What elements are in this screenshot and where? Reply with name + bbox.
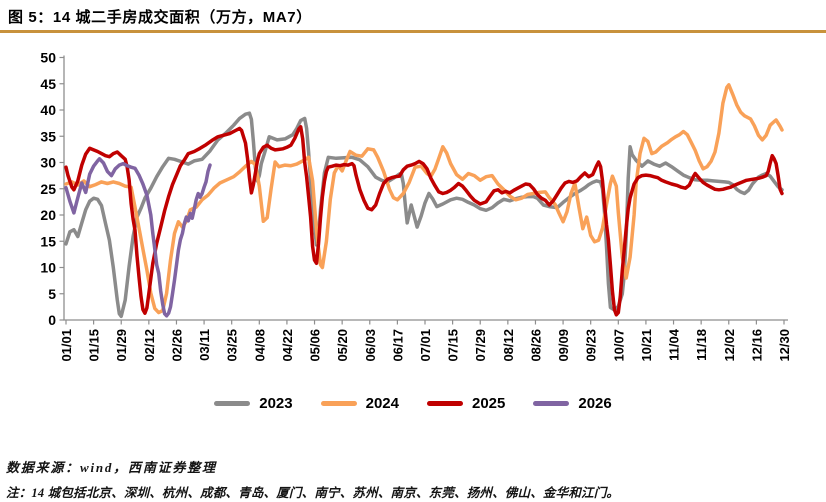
- legend-label: 2026: [578, 395, 612, 412]
- x-tick-label: 01/15: [87, 329, 102, 362]
- series-line-2025: [64, 125, 784, 317]
- x-tick-label: 01/01: [59, 329, 74, 362]
- x-tick-label: 09/23: [584, 329, 599, 362]
- legend-swatch-2023: [214, 401, 251, 406]
- legend-swatch-2025: [427, 401, 463, 406]
- y-tick-label: 5: [48, 286, 56, 302]
- x-tick-label: 06/03: [363, 329, 378, 362]
- x-tick-label: 03/25: [225, 329, 240, 362]
- data-source-note: 数据来源：wind，西南证券整理: [6, 460, 217, 475]
- chart-legend: 2023 2024 2025 2026: [0, 395, 826, 412]
- x-tick-label: 01/29: [114, 329, 129, 362]
- x-tick-label: 08/12: [501, 329, 516, 362]
- x-tick-label: 10/07: [611, 329, 626, 362]
- x-tick-label: 12/02: [722, 329, 737, 362]
- series-line-2026: [64, 157, 212, 318]
- legend-item-2026: 2026: [533, 395, 612, 412]
- y-tick-label: 25: [40, 181, 56, 197]
- legend-swatch-2026: [533, 401, 570, 406]
- x-tick-label: 04/08: [252, 329, 267, 362]
- line-chart: 0 5 10 15 20 25 30 35 40 45 50 01/01 01/15 01/29 02/12…: [40, 50, 792, 362]
- x-tick-label: 06/17: [390, 329, 405, 362]
- y-tick-label: 40: [40, 102, 56, 118]
- y-tick-label: 50: [40, 50, 56, 66]
- y-tick-label: 45: [40, 76, 56, 92]
- x-tick-label: 09/09: [556, 329, 571, 362]
- x-tick-label: 07/29: [473, 329, 488, 362]
- y-tick-label: 35: [40, 128, 56, 144]
- figure-title: 图 5：14 城二手房成交面积（万方，MA7）: [8, 9, 312, 26]
- series-line-2024: [64, 83, 784, 315]
- y-tick-label: 20: [40, 207, 56, 223]
- x-tick-label: 12/16: [749, 329, 764, 362]
- x-tick-label: 02/12: [142, 329, 157, 362]
- x-tick-label: 11/04: [667, 328, 682, 361]
- x-tick-label: 11/18: [694, 329, 709, 361]
- legend-swatch-2024: [320, 401, 357, 406]
- x-tick-label: 12/30: [777, 329, 792, 362]
- legend-item-2023: 2023: [214, 395, 293, 412]
- x-tick-label: 08/26: [528, 329, 543, 362]
- title-rule: [0, 30, 826, 33]
- series-line-2023: [64, 111, 784, 319]
- legend-label: 2024: [365, 395, 399, 412]
- x-tick-label: 05/06: [308, 329, 323, 362]
- legend-item-2024: 2024: [320, 395, 399, 412]
- y-tick-label: 15: [40, 233, 56, 249]
- x-tick-label: 05/20: [335, 329, 350, 362]
- x-tick-label: 04/22: [280, 329, 295, 362]
- x-tick-label: 10/21: [639, 329, 654, 362]
- y-tick-label: 30: [40, 155, 56, 171]
- legend-label: 2023: [259, 395, 293, 412]
- legend-item-2025: 2025: [427, 395, 505, 412]
- x-tick-label: 07/01: [418, 329, 433, 362]
- y-tick-label: 0: [48, 312, 56, 328]
- cities-footnote: 注：14 城包括北京、深圳、杭州、成都、青岛、厦门、南宁、苏州、南京、东莞、扬州…: [6, 486, 620, 500]
- y-tick-label: 10: [40, 260, 56, 276]
- x-tick-label: 02/26: [169, 329, 184, 362]
- x-tick-label: 03/11: [197, 329, 212, 361]
- x-tick-label: 07/15: [446, 329, 461, 362]
- legend-label: 2025: [472, 395, 506, 412]
